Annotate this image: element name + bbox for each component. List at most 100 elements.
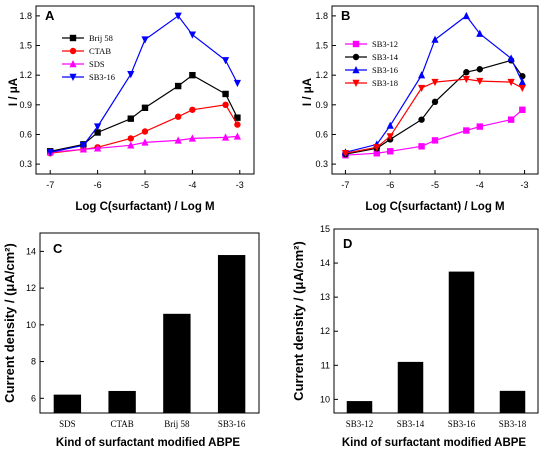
panel-a-data-point [174, 12, 182, 20]
panel-a-series-sds [46, 132, 242, 156]
panel-b-data-point [373, 150, 380, 157]
panel-b-data-point [417, 84, 426, 93]
panel-b-data-point [518, 84, 526, 93]
panel-c-bar-ctab [108, 390, 136, 413]
panel-a-y-tick-label: 0.9 [19, 100, 32, 110]
panel-a-y-tick-label: 1.5 [19, 41, 32, 51]
panel-a-series-sb3-16 [46, 12, 242, 157]
panel-b-data-point [431, 98, 439, 106]
panel-b-y-tick-label: 1.2 [315, 70, 328, 80]
panel-b-data-point [519, 106, 526, 113]
panel-c-bar-sb3-16 [217, 255, 246, 413]
panel-d-letter: D [343, 236, 352, 251]
panel-a-x-tick-label: -4 [188, 180, 196, 190]
panel-a-data-point [233, 79, 242, 88]
panel-b-y-tick-label: 1.8 [315, 11, 328, 21]
panel-a-y-tick-label: 0.6 [19, 129, 32, 139]
panel-c-y-tick-label: 10 [26, 320, 36, 330]
panel-b-y-axis-label: I / μA [302, 78, 314, 106]
panel-a-y-tick-label: 0.3 [19, 159, 32, 169]
panel-d-y-tick-label: 13 [320, 292, 330, 302]
panel-b-data-point [476, 77, 484, 86]
panel-d-category-label: SB3-12 [346, 419, 374, 429]
panel-a-x-axis-label: Log C(surfactant) / Log M [75, 201, 214, 213]
panel-b-x-tick-label: -3 [521, 180, 529, 190]
panel-a-data-point [188, 31, 196, 39]
panel-b-y-tick-label: 0.6 [315, 129, 328, 139]
panel-d-y-tick-label: 15 [320, 224, 330, 234]
panel-d-y-tick-label: 10 [320, 394, 330, 404]
panel-a-data-point [189, 106, 196, 113]
panel-c-ticks: 6 8 10 12 14 SDS CTAB Brij 58 SB3-16 [26, 246, 246, 429]
panel-a-legend-marker [69, 47, 77, 55]
panel-a-series [46, 12, 242, 157]
panel-a-y-tick-label: 1.2 [19, 70, 32, 80]
panel-b-letter: B [341, 8, 350, 23]
panel-b-legend-label: SB3-14 [372, 52, 399, 62]
panel-b-data-point [476, 29, 484, 37]
panel-a-data-point [174, 136, 182, 144]
panel-a-ticks: 0.3 0.6 0.9 1.2 1.5 1.8 -7 -6 -5 -4 -3 [19, 11, 243, 190]
panel-a-data-point [127, 141, 135, 149]
panel-b-plot-frame [331, 5, 539, 175]
panel-a-data-point [221, 133, 230, 141]
panel-b-series-sb3-12 [342, 106, 526, 159]
panel-b-data-point [462, 75, 470, 84]
panel-b-data-point [431, 137, 439, 144]
panel-c-plot-frame [39, 232, 260, 414]
panel-b-data-point [387, 148, 394, 155]
panel-b-data-point [463, 69, 470, 76]
panel-a-data-point [141, 36, 149, 44]
panel-b-legend-marker [352, 53, 360, 61]
panel-b-legend-marker [352, 79, 360, 87]
panel-b-x-axis-label: Log C(surfactant) / Log M [365, 201, 504, 213]
panel-a: A 0.3 0.6 0.9 1.2 1.5 1.8 -7 -6 -5 -4 -3 Brij 58 CT… [8, 5, 255, 213]
panel-d-y-tick-label: 14 [320, 258, 330, 268]
panel-c-category-label: SB3-16 [218, 419, 246, 429]
panel-d-y-tick-label: 12 [320, 326, 330, 336]
panel-a-data-point [79, 142, 87, 150]
panel-a-legend-label: CTAB [89, 46, 111, 56]
panel-b-series-sb3-18 [341, 75, 526, 158]
panel-b-legend-label: SB3-18 [372, 78, 398, 88]
panel-c: C 6 8 10 12 14 SDS CTAB Brij 58 SB3-16 Current d… [2, 232, 260, 449]
panel-b-x-tick-label: -5 [431, 180, 439, 190]
panel-b-data-point [518, 78, 526, 86]
panel-a-legend-marker [69, 60, 77, 68]
panel-a-data-point [189, 71, 196, 79]
panel-c-y-tick-label: 12 [26, 283, 36, 293]
panel-b-x-tick-label: -6 [386, 180, 394, 190]
panel-b-data-point [341, 150, 350, 158]
panel-b-x-tick-label: -4 [476, 180, 484, 190]
panel-a-letter: A [45, 8, 55, 23]
panel-c-x-axis-label: Kind of surfactant modified ABPE [56, 437, 241, 449]
panel-a-data-point [221, 57, 230, 65]
panel-a-data-point [94, 123, 102, 131]
panel-a-y-tick-label: 1.8 [19, 11, 32, 21]
panel-c-y-tick-label: 6 [31, 393, 36, 403]
panel-a-data-point [174, 113, 182, 120]
panel-b-ticks: 0.3 0.6 0.9 1.2 1.5 1.8 -7 -6 -5 -4 -3 [315, 11, 528, 190]
panel-c-bar-brij-58 [163, 313, 191, 413]
panel-a-x-tick-label: -5 [141, 180, 149, 190]
panel-a-data-point [174, 82, 182, 90]
panel-a-legend-label: SB3-16 [89, 72, 115, 82]
panel-b-x-tick-label: -7 [341, 180, 349, 190]
panel-a-legend-marker [69, 34, 77, 42]
panel-a-x-tick-label: -6 [94, 180, 102, 190]
panel-a-data-point [141, 138, 149, 146]
panel-b-data-point [507, 116, 515, 123]
panel-d-plot-frame [333, 228, 539, 414]
panel-b-legend-marker [352, 66, 360, 74]
panel-d-ticks: 10 11 12 13 14 15 SB3-12 SB3-14 SB3-16 SB3-18 [320, 224, 527, 429]
panel-b-legend-marker [352, 40, 360, 48]
panel-c-y-tick-label: 14 [26, 246, 36, 256]
panel-b-data-point [386, 133, 394, 141]
panel-a-data-point [222, 90, 229, 98]
panel-d-bar-sb3-16 [448, 271, 475, 413]
panel-b-data-point [386, 121, 394, 129]
panel-a-data-point [127, 135, 134, 142]
panel-a-x-tick-label: -7 [46, 180, 54, 190]
panel-c-y-tick-label: 8 [31, 357, 36, 367]
panel-b-data-point [476, 123, 483, 130]
